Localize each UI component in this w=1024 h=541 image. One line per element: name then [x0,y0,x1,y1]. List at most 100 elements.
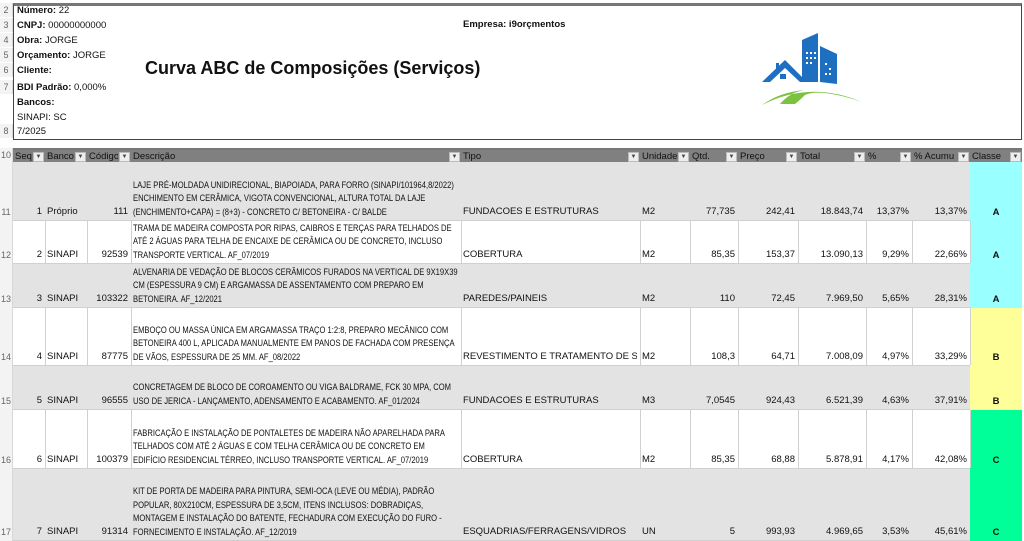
cell-seq: 5 [36,394,42,406]
column-header-descricao[interactable]: Descrição [133,151,176,162]
cnpj-field: CNPJ: 00000000000 [17,20,107,31]
class-label: C [992,455,1000,466]
report-header [13,3,1022,140]
column-header-qtd[interactable]: Qtd. [692,151,710,162]
gridline [738,221,739,263]
page-title: Curva ABC de Composições (Serviços) [145,58,481,78]
column-header-seq[interactable]: Seq [15,151,32,162]
cell-total: 6.521,39 [826,394,863,406]
cell-classe: C [970,469,1022,541]
column-header-acum[interactable]: % Acumu [914,151,955,162]
filter-dropdown-icon[interactable]: ▼ [119,152,130,162]
cell-descricao: TRAMA DE MADEIRA COMPOSTA POR RIPAS, CAI… [133,222,452,261]
cell-preco: 68,88 [771,453,795,465]
cell-classe: A [970,162,1022,221]
filter-dropdown-icon[interactable]: ▼ [726,152,737,162]
filter-dropdown-icon[interactable]: ▼ [786,152,797,162]
gridline [912,308,913,365]
cell-tipo: FUNDACOES E ESTRUTURAS [463,394,599,406]
gridline [798,308,799,365]
filter-dropdown-icon[interactable]: ▼ [958,152,969,162]
cell-unidade: M2 [642,205,656,217]
cell-unidade: M3 [642,394,656,406]
gridline [690,221,691,263]
column-header-classe[interactable]: Classe [972,151,1002,162]
cell-descricao: ALVENARIA DE VEDAÇÃO DE BLOCOS CERÂMICOS… [133,266,458,305]
cell-seq: 6 [36,453,42,465]
table-row[interactable]: 4 SINAPI 87775 EMBOÇO OU MASSA ÚNICA EM ARG… [13,308,1022,366]
cell-banco: SINAPI [47,394,79,406]
filter-dropdown-icon[interactable]: ▼ [678,152,689,162]
class-label: A [992,250,1000,261]
gridline [798,221,799,263]
gridline [87,410,88,468]
filter-dropdown-icon[interactable]: ▼ [33,152,44,162]
cell-pct: 4,63% [882,394,909,406]
cell-pct: 13,37% [876,205,909,217]
gridline [738,308,739,365]
row-number: 6 [0,63,13,77]
cell-banco: SINAPI [47,248,79,260]
cell-banco: SINAPI [47,292,79,304]
cell-pct: 4,97% [882,350,909,362]
cell-qtd: 77,735 [705,205,735,217]
column-header-unidade[interactable]: Unidade [642,151,677,162]
cell-descricao: EMBOÇO OU MASSA ÚNICA EM ARGAMASSA TRAÇO… [133,324,455,363]
gridline [970,410,971,468]
cell-acum: 13,37% [934,205,967,217]
cell-codigo: 96555 [101,394,128,406]
row-number: 16 [0,410,13,469]
cell-tipo: COBERTURA [463,248,523,260]
cell-banco: SINAPI [47,453,79,465]
filter-dropdown-icon[interactable]: ▼ [1010,152,1021,162]
empresa-field: Empresa: i9orçmentos [463,19,566,30]
obra-field: Obra: JORGE [17,35,78,46]
gridline [87,308,88,365]
gridline [690,410,691,468]
table-row[interactable]: 6 SINAPI 100379 FABRICAÇÃO E INSTALAÇÃO DE … [13,410,1022,469]
filter-dropdown-icon[interactable]: ▼ [75,152,86,162]
gridline [970,308,971,365]
table-row[interactable]: 7 SINAPI 91314 KIT DE PORTA DE MADEIRA PARA… [13,469,1022,541]
table-row[interactable]: 1 Próprio 111 LAJE PRÉ-MOLDADA UNIDIRECIONA… [13,162,1022,221]
column-header-total[interactable]: Total [800,151,821,162]
cell-acum: 37,91% [934,394,967,406]
filter-dropdown-icon[interactable]: ▼ [449,152,460,162]
column-header-tipo[interactable]: Tipo [463,151,482,162]
row-number: 17 [0,469,13,541]
cell-unidade: UN [642,525,656,537]
gridline [87,221,88,263]
cell-classe: A [970,221,1022,264]
column-header-pct[interactable]: % [868,151,877,162]
column-header-codigo[interactable]: Código [89,151,118,162]
gridline [912,221,913,263]
filter-dropdown-icon[interactable]: ▼ [854,152,865,162]
orcamento-field: Orçamento: JORGE [17,50,106,61]
cell-qtd: 85,35 [711,248,735,260]
cell-classe: C [970,410,1022,469]
cell-tipo: PAREDES/PAINEIS [463,292,548,304]
filter-dropdown-icon[interactable]: ▼ [628,152,639,162]
column-header-banco[interactable]: Banco [47,151,74,162]
filter-dropdown-icon[interactable]: ▼ [900,152,911,162]
table-row[interactable]: 3 SINAPI 103322 ALVENARIA DE VEDAÇÃO DE BLO… [13,264,1022,308]
class-label: C [992,527,1000,538]
column-header-preco[interactable]: Preço [740,151,765,162]
table-row[interactable]: 5 SINAPI 96555 CONCRETAGEM DE BLOCO DE CORO… [13,366,1022,410]
class-label: B [992,396,1000,407]
gridline [131,308,132,365]
date-field: 7/2025 [17,126,47,137]
bdi-field: BDI Padrão: 0,000% [17,82,107,93]
table-header-row: Seq ▼ Banco ▼ Código ▼ Descrição ▼ Tipo ▼ Unidade ▼… [13,148,1022,162]
cell-pct: 5,65% [882,292,909,304]
cell-codigo: 92539 [101,248,128,260]
cell-classe: A [970,264,1022,308]
table-row[interactable]: 2 SINAPI 92539 TRAMA DE MADEIRA COMPOSTA PO… [13,221,1022,264]
cell-acum: 45,61% [934,525,967,537]
cell-seq: 1 [36,205,42,217]
class-label: A [992,207,1000,218]
cell-codigo: 100379 [96,453,128,465]
gridline [131,410,132,468]
gridline [970,221,971,263]
cell-preco: 242,41 [765,205,795,217]
